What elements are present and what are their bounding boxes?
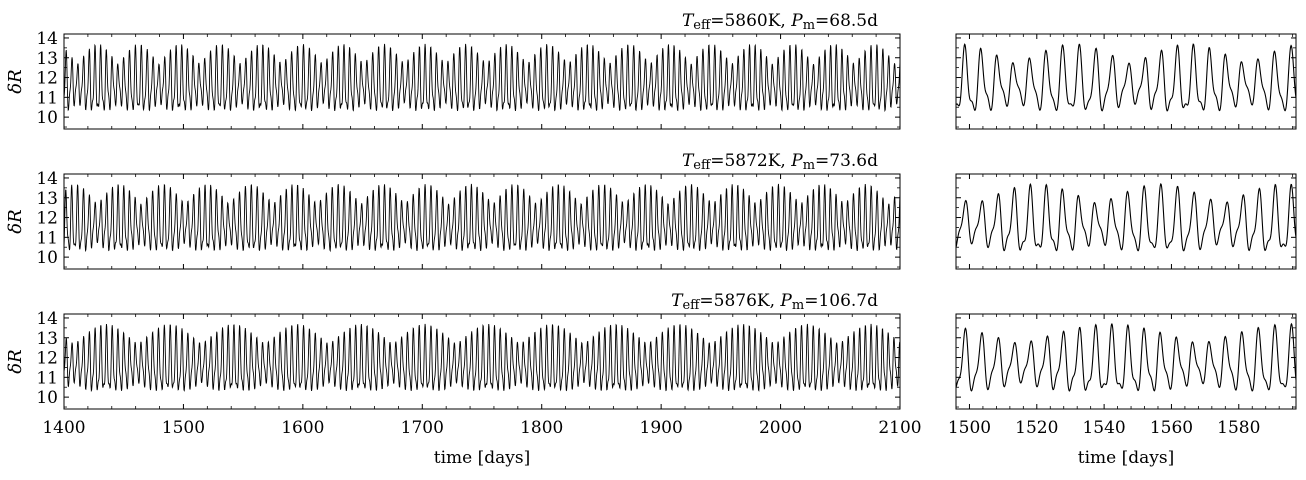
- y-tick-label: 14: [36, 169, 58, 189]
- zoom-panel-1: [955, 33, 1297, 130]
- y-tick-label: 10: [36, 108, 58, 128]
- series-line: [64, 183, 900, 253]
- series-line: [956, 43, 1296, 112]
- zoom-panel-2: [955, 173, 1297, 270]
- plot-frame: [63, 173, 901, 270]
- y-tick-label: 14: [36, 309, 58, 329]
- main-x-tick-label: 1900: [640, 418, 683, 438]
- plot-frame: [955, 173, 1297, 270]
- zoom-panel-3: [955, 313, 1297, 410]
- zoom-x-tick-label: 1520: [1015, 418, 1058, 438]
- main-x-tick-label: 2100: [878, 418, 921, 438]
- main-x-tick-label: 1600: [281, 418, 324, 438]
- y-tick-label: 11: [36, 368, 58, 388]
- plot-frame: [955, 33, 1297, 130]
- main-x-tick-label: 1700: [401, 418, 444, 438]
- main-x-tick-label: 1400: [42, 418, 85, 438]
- plot-frame: [63, 33, 901, 130]
- panel-title: Teff=5872K, Pm=73.6d: [682, 151, 878, 173]
- main-x-axis-label: time [days]: [434, 448, 530, 468]
- main-x-tick-label: 1800: [520, 418, 563, 438]
- y-tick-label: 13: [36, 329, 58, 349]
- y-tick-label: 13: [36, 189, 58, 209]
- panel-title: Teff=5860K, Pm=68.5d: [682, 11, 878, 33]
- panel-title: Teff=5876K, Pm=106.7d: [671, 291, 878, 313]
- plot-frame: [63, 313, 901, 410]
- y-axis-label: δR: [5, 209, 26, 233]
- y-axis-label: δR: [5, 69, 26, 93]
- y-tick-label: 12: [36, 349, 58, 369]
- y-tick-label: 11: [36, 88, 58, 108]
- series-line: [956, 182, 1296, 252]
- main-x-tick-label: 2000: [759, 418, 802, 438]
- y-tick-label: 14: [36, 29, 58, 49]
- zoom-x-tick-label: 1500: [948, 418, 991, 438]
- series-line: [64, 43, 900, 113]
- zoom-x-axis-label: time [days]: [1078, 448, 1174, 468]
- zoom-x-tick-label: 1560: [1150, 418, 1193, 438]
- plot-frame: [955, 313, 1297, 410]
- y-tick-label: 12: [36, 209, 58, 229]
- series-line: [64, 323, 900, 393]
- main-x-tick-label: 1500: [162, 418, 205, 438]
- zoom-x-tick-label: 1580: [1217, 418, 1260, 438]
- y-tick-label: 13: [36, 49, 58, 69]
- zoom-x-tick-label: 1540: [1082, 418, 1125, 438]
- y-tick-label: 11: [36, 228, 58, 248]
- y-tick-label: 10: [36, 388, 58, 408]
- y-axis-label: δR: [5, 349, 26, 373]
- y-tick-label: 12: [36, 69, 58, 89]
- series-line: [956, 322, 1296, 392]
- y-tick-label: 10: [36, 248, 58, 268]
